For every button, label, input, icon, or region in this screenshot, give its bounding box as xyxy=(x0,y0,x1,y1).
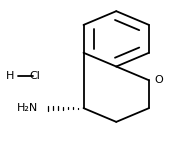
Text: O: O xyxy=(155,75,164,85)
Text: Cl: Cl xyxy=(29,71,40,80)
Text: H₂N: H₂N xyxy=(17,103,38,113)
Text: H: H xyxy=(6,71,15,80)
